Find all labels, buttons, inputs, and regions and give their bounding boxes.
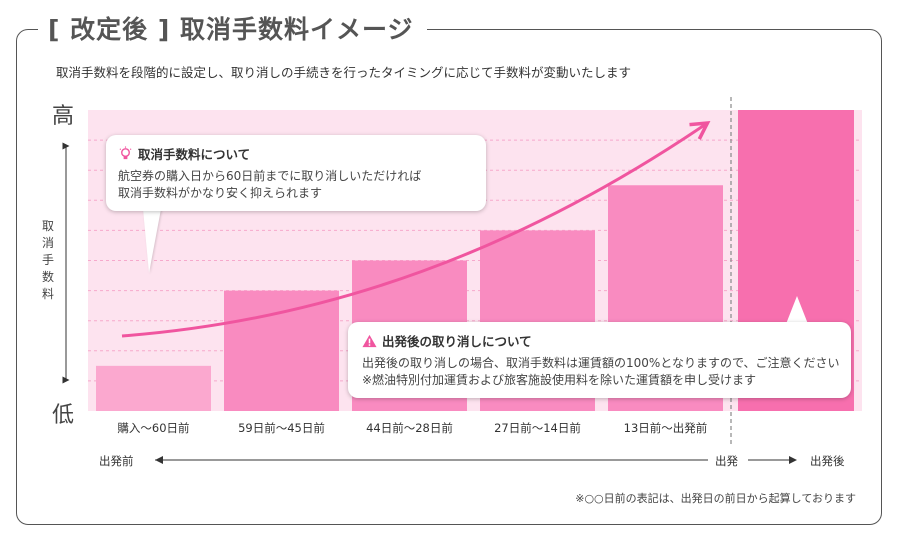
callout-after-body: 出発後の取り消しの場合、取消手数料は運賃額の100%となりますので、ご注意くださ… bbox=[362, 355, 840, 389]
category-label-4: 27日前～14日前 bbox=[494, 421, 581, 435]
callout-before-title: 取消手数料について bbox=[138, 147, 251, 162]
callout-before-line2: 取消手数料がかなり安く抑えられます bbox=[118, 186, 323, 200]
callout-after-line1: 出発後の取り消しの場合、取消手数料は運賃額の100%となりますので、ご注意くださ… bbox=[362, 356, 840, 370]
y-axis-label: 取消手数料 bbox=[41, 219, 54, 301]
timeline-arrowhead-right bbox=[789, 456, 797, 464]
page-subtitle: 取消手数料を段階的に設定し、取り消しの手続きを行ったタイミングに応じて手数料が変… bbox=[56, 65, 632, 80]
callout-after-title: 出発後の取り消しについて bbox=[382, 334, 532, 349]
page-title: [ 改定後 ] 取消手数料イメージ bbox=[38, 10, 428, 46]
y-axis-low: 低 bbox=[52, 403, 75, 428]
category-label-1: 購入～60日前 bbox=[117, 421, 190, 435]
callout-before-line1: 航空券の購入日から60日前までに取り消しいただければ bbox=[118, 169, 422, 183]
callout-after: 出発後の取り消しについて 出発後の取り消しの場合、取消手数料は運賃額の100%と… bbox=[348, 322, 851, 398]
timeline-departure: 出発 bbox=[715, 454, 738, 468]
trend-arrow bbox=[121, 124, 706, 338]
bar-2 bbox=[224, 290, 339, 411]
callout-after-tail bbox=[786, 296, 808, 324]
category-label-5: 13日前～出発前 bbox=[623, 421, 708, 435]
callout-after-header: 出発後の取り消しについて bbox=[362, 331, 837, 350]
callout-before-body: 航空券の購入日から60日前までに取り消しいただければ 取消手数料がかなり安く抑え… bbox=[118, 168, 474, 202]
callout-before-tail bbox=[143, 209, 161, 273]
lightbulb-icon bbox=[119, 146, 132, 160]
chart-frame bbox=[16, 29, 882, 525]
category-label-3: 44日前～28日前 bbox=[366, 421, 453, 435]
callout-after-line2: ※燃油特別付加運賃および旅客施設使用料を除いた運賃額を申し受けます bbox=[362, 373, 757, 387]
timeline-start: 出発前 bbox=[99, 454, 134, 468]
timeline-arrowhead-left bbox=[155, 456, 163, 464]
y-axis-high: 高 bbox=[52, 104, 75, 129]
callout-before: 取消手数料について 航空券の購入日から60日前までに取り消しいただければ 取消手… bbox=[106, 135, 486, 211]
timeline-after: 出発後 bbox=[810, 454, 845, 468]
warning-icon bbox=[362, 334, 377, 347]
category-label-2: 59日前～45日前 bbox=[238, 421, 325, 435]
bar-1 bbox=[96, 365, 211, 411]
callout-before-header: 取消手数料について bbox=[118, 144, 474, 163]
footnote: ※○○日前の表記は、出発日の前日から起算しております bbox=[575, 492, 856, 505]
